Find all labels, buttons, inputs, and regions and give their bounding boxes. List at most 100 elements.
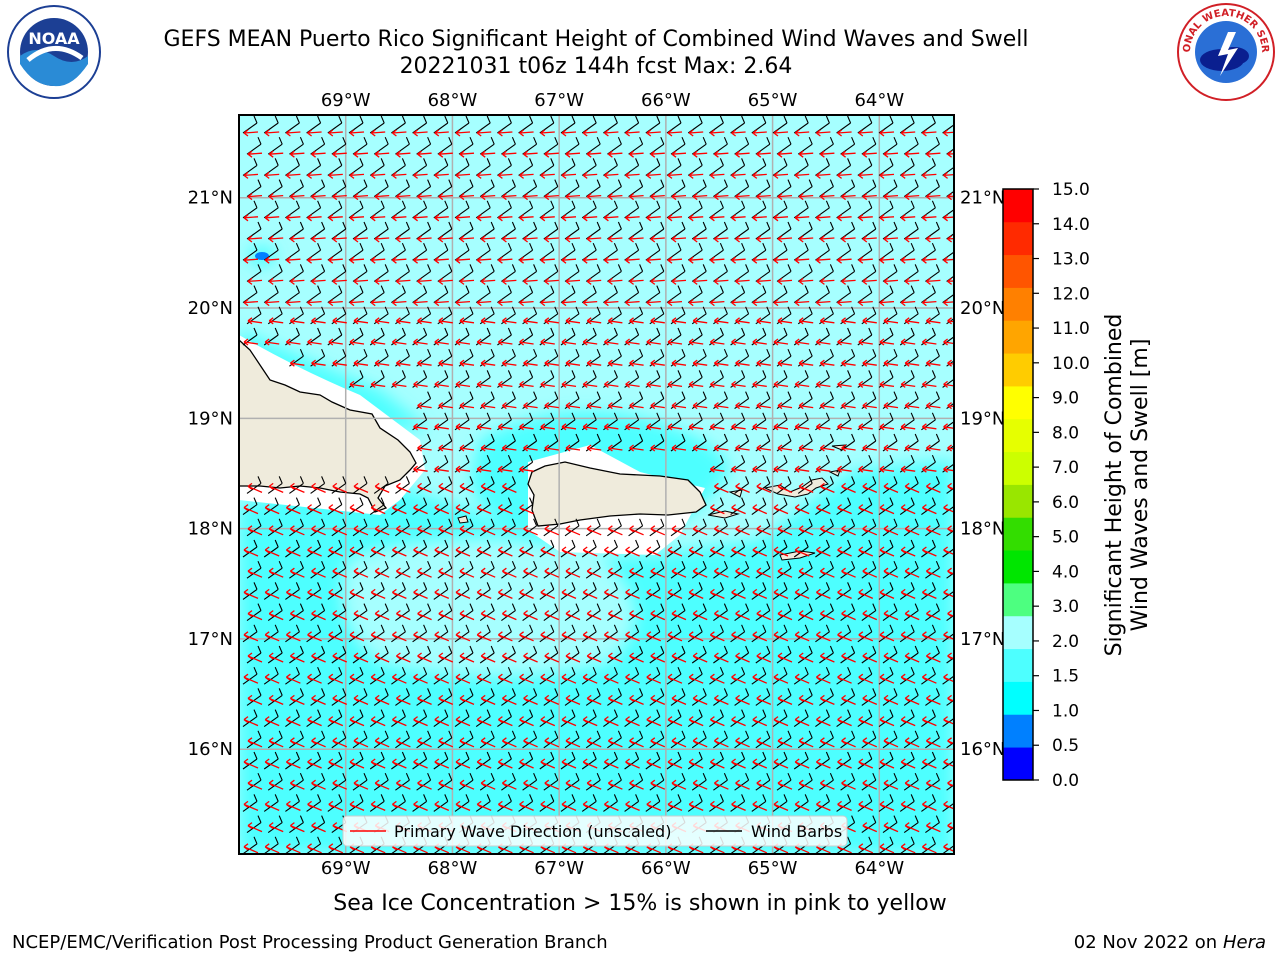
wave-direction-arrow (565, 444, 581, 452)
wave-direction-arrow (710, 588, 725, 599)
wave-direction-arrow (586, 694, 602, 705)
wave-direction-arrow (858, 800, 874, 811)
wind-barb (501, 560, 516, 579)
wave-direction-arrow (858, 465, 873, 473)
wind-barb (581, 539, 597, 558)
wave-direction-arrow (710, 423, 725, 431)
wave-direction-arrow (434, 758, 450, 769)
wave-direction-arrow (498, 716, 513, 727)
wave-direction-arrow (688, 588, 704, 599)
wind-barb (560, 709, 576, 728)
wave-direction-arrow (794, 588, 810, 599)
wind-barb (751, 751, 767, 770)
wave-direction-arrow (332, 482, 348, 493)
wave-direction-arrow (820, 193, 835, 201)
wave-direction-arrow (777, 193, 793, 201)
land-vieques (707, 510, 740, 519)
wave-direction-arrow (837, 758, 852, 769)
wave-direction-arrow (392, 758, 407, 769)
wave-direction-arrow (752, 171, 767, 179)
wind-barb (310, 518, 326, 537)
wave-direction-arrow (604, 214, 619, 222)
wave-direction-arrow (816, 214, 831, 222)
wind-barb (412, 794, 428, 812)
wave-direction-arrow (926, 482, 941, 493)
wave-direction-arrow (540, 423, 555, 431)
wave-direction-arrow (480, 610, 496, 621)
wave-direction-arrow (353, 277, 369, 285)
footer-date: 02 Nov 2022 on Hera (1074, 931, 1266, 955)
wave-direction-arrow (586, 277, 602, 285)
wave-direction-arrow (625, 716, 640, 727)
wave-direction-arrow (307, 843, 322, 854)
wind-barb (730, 709, 746, 728)
wave-direction-arrow (883, 277, 899, 285)
wind-barb (925, 476, 940, 494)
wave-direction-arrow (544, 652, 560, 663)
wave-direction-arrow (862, 482, 878, 493)
wave-direction-arrow (349, 129, 365, 137)
wave-direction-arrow (247, 277, 263, 285)
wind-barb (454, 497, 470, 516)
wave-direction-arrow (523, 525, 538, 536)
wave-direction-arrow (883, 402, 899, 410)
wave-direction-arrow (752, 299, 767, 307)
wave-direction-arrow (922, 256, 937, 264)
wave-direction-arrow (455, 631, 471, 642)
wind-barb (391, 582, 406, 600)
wind-barb (603, 539, 618, 558)
wind-barb (836, 836, 852, 854)
wind-barb (946, 487, 954, 494)
wave-direction-arrow (777, 525, 793, 536)
wave-direction-arrow (247, 235, 263, 243)
wave-direction-arrow (816, 588, 831, 599)
wave-direction-arrow (413, 129, 428, 137)
wave-direction-arrow (455, 299, 471, 307)
wave-direction-arrow (476, 465, 492, 473)
wave-direction-arrow (438, 193, 453, 201)
wave-direction-arrow (586, 444, 602, 452)
wave-direction-arrow (671, 525, 687, 536)
wind-barb (946, 784, 954, 791)
wave-direction-arrow (561, 800, 577, 811)
wave-direction-arrow (756, 359, 771, 367)
colorbar-bin (1003, 418, 1033, 453)
wave-direction-arrow (353, 610, 369, 621)
wave-direction-arrow (480, 737, 496, 748)
wind-barb (925, 645, 940, 664)
wave-direction-arrow (837, 504, 852, 515)
wave-direction-arrow (290, 779, 305, 790)
wind-barb (310, 730, 326, 749)
wind-barb (857, 539, 873, 558)
wave-direction-arrow (417, 277, 432, 285)
wave-direction-arrow (349, 380, 365, 388)
wave-direction-arrow (608, 610, 623, 621)
wave-direction-arrow (947, 482, 954, 490)
wave-direction-arrow (837, 256, 852, 264)
wave-direction-arrow (879, 299, 895, 307)
wave-direction-arrow (710, 465, 725, 473)
wave-direction-arrow (243, 299, 259, 307)
wave-direction-arrow (731, 129, 746, 137)
wave-direction-arrow (883, 652, 899, 663)
wave-direction-arrow (756, 482, 772, 493)
wave-direction-arrow (396, 277, 411, 285)
wave-direction-arrow (756, 193, 771, 201)
wave-direction-arrow (392, 380, 407, 388)
wave-direction-arrow (710, 800, 725, 811)
wave-direction-arrow (604, 546, 619, 557)
wave-direction-arrow (498, 800, 513, 811)
wave-direction-arrow (731, 673, 746, 684)
wave-direction-arrow (858, 129, 873, 137)
wind-barb (861, 688, 877, 706)
wave-direction-arrow (688, 256, 704, 264)
wind-barb (751, 624, 767, 643)
wave-direction-arrow (926, 610, 941, 621)
wave-direction-arrow (820, 402, 835, 410)
wave-direction-arrow (943, 716, 954, 725)
wave-direction-arrow (455, 800, 471, 811)
wind-barb (836, 751, 852, 770)
wind-barb (755, 560, 771, 579)
wave-direction-arrow (392, 214, 407, 222)
wind-barb (857, 582, 873, 600)
